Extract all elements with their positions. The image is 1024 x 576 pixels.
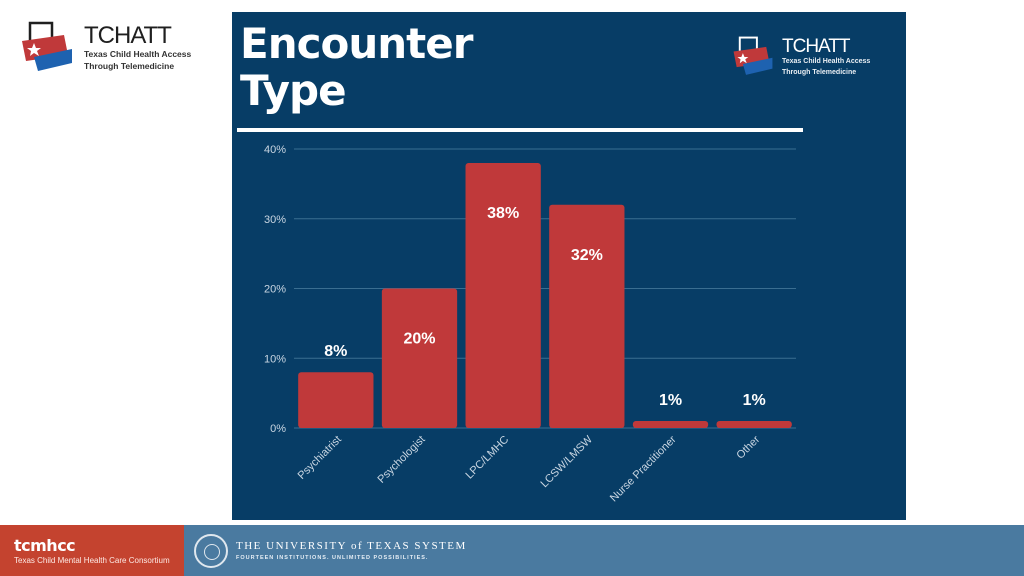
category-label-2: LPC/LMHC bbox=[463, 434, 511, 482]
tchatt-subtitle-line1: Texas Child Health Access bbox=[84, 49, 192, 60]
panel-tchatt-logo-icon bbox=[733, 36, 773, 75]
category-label-0: Psychiatrist bbox=[296, 434, 344, 482]
panel-tchatt-subtitle-line1: Texas Child Health Access bbox=[782, 58, 871, 66]
data-label-5: 1% bbox=[743, 392, 766, 409]
bar-3 bbox=[549, 204, 625, 428]
data-label-2: 38% bbox=[487, 205, 519, 222]
tcmhcc-footer-block: tcmhcc Texas Child Mental Health Care Co… bbox=[0, 525, 184, 576]
tcmhcc-full-name: Texas Child Mental Health Care Consortiu… bbox=[14, 556, 170, 565]
ut-system-footer-block: THE UNIVERSITY of TEXAS SYSTEM FOURTEEN … bbox=[184, 525, 1024, 576]
bar-chart: 0% 10% 20% 30% 40% 8% Psychiatrist 20% Psycholog… bbox=[264, 144, 796, 504]
tchatt-title: TCHATT bbox=[84, 22, 172, 50]
tchatt-logo-icon bbox=[22, 21, 72, 71]
panel-tchatt-title: TCHATT bbox=[782, 36, 851, 58]
data-label-0: 8% bbox=[324, 343, 347, 360]
bar-5 bbox=[716, 421, 792, 428]
y-tick-label-10: 10% bbox=[264, 353, 286, 365]
y-tick-label-40: 40% bbox=[264, 144, 286, 156]
data-label-1: 20% bbox=[403, 331, 435, 348]
footer: tcmhcc Texas Child Mental Health Care Co… bbox=[0, 525, 1024, 576]
panel-tchatt-subtitle-line2: Through Telemedicine bbox=[782, 68, 857, 76]
chart-title-line2: Type bbox=[240, 66, 347, 115]
chart-panel: Encounter Type TCHATT Texas Child Health… bbox=[232, 12, 906, 520]
data-label-3: 32% bbox=[571, 247, 603, 264]
y-tick-label-20: 20% bbox=[264, 284, 286, 296]
bar-4 bbox=[632, 421, 709, 428]
data-label-4: 1% bbox=[659, 392, 682, 409]
category-label-1: Psychologist bbox=[375, 434, 427, 486]
chart-title-line1: Encounter bbox=[240, 19, 473, 68]
bar-1 bbox=[381, 288, 458, 428]
ut-seal-icon bbox=[194, 534, 228, 568]
ut-system-tagline: FOURTEEN INSTITUTIONS. UNLIMITED POSSIBI… bbox=[236, 555, 429, 561]
title-divider bbox=[237, 128, 803, 132]
category-label-3: LCSW/LMSW bbox=[538, 433, 595, 490]
chart-title: Encounter Type bbox=[240, 19, 473, 115]
tchatt-subtitle-line2: Through Telemedicine bbox=[84, 61, 175, 71]
bar-0 bbox=[298, 372, 374, 428]
category-label-5: Other bbox=[734, 433, 762, 461]
y-tick-label-30: 30% bbox=[264, 214, 286, 226]
y-tick-label-0: 0% bbox=[270, 423, 286, 435]
bar-2 bbox=[465, 162, 541, 428]
ut-system-name: THE UNIVERSITY of TEXAS SYSTEM bbox=[236, 540, 467, 552]
tcmhcc-logo-text: tcmhcc bbox=[14, 536, 76, 555]
panel-tchatt-logo: TCHATT Texas Child Health Access Through… bbox=[732, 36, 870, 78]
category-label-4: Nurse Practitioner bbox=[608, 433, 679, 504]
tchatt-logo: TCHATT Texas Child Health Access Through… bbox=[20, 20, 220, 76]
